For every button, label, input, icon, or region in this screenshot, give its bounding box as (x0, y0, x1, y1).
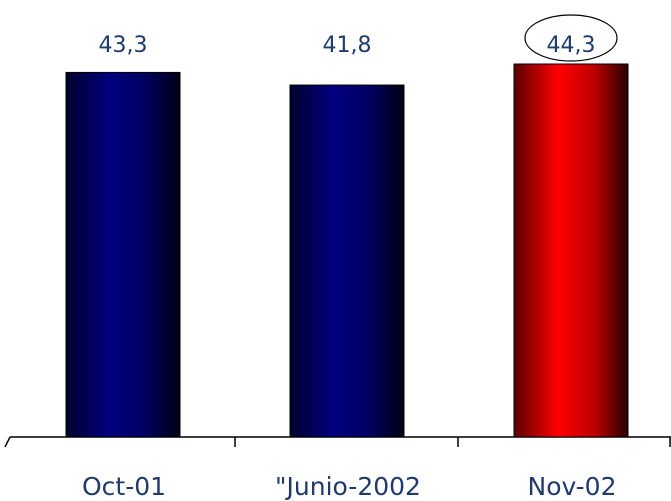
value-label: 44,3 (547, 33, 596, 58)
x-tick-label: "Junio-2002 (275, 472, 421, 501)
highlight-ellipse (524, 14, 618, 62)
value-label: 41,8 (323, 33, 372, 58)
x-tick-label: Oct-01 (82, 472, 166, 501)
bar (65, 71, 181, 438)
bar (513, 63, 629, 438)
x-tick-label: Nov-02 (528, 472, 617, 501)
value-label: 43,3 (99, 33, 148, 58)
bar (289, 84, 405, 438)
x-axis-tick (4, 436, 11, 448)
